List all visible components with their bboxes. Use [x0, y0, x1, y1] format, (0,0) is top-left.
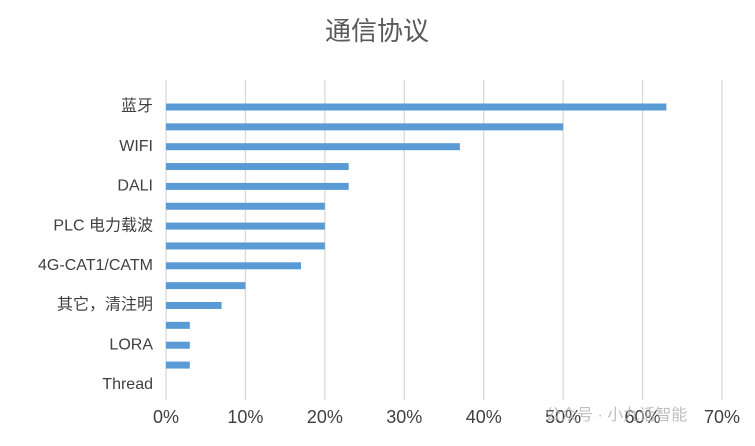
- bar: [166, 361, 190, 369]
- watermark: 公众号 · 小九话智能: [545, 406, 687, 424]
- bar: [166, 123, 564, 131]
- bar: [166, 182, 349, 190]
- bar: [166, 321, 190, 329]
- bar: [166, 262, 302, 270]
- y-tick-label: Thread: [102, 376, 153, 393]
- y-tick-label: 蓝牙: [121, 97, 153, 115]
- bar: [166, 302, 222, 309]
- x-tick-label: 10%: [227, 407, 263, 427]
- bar: [166, 103, 667, 111]
- chart-title: 通信协议: [325, 16, 429, 46]
- bar: [166, 222, 325, 230]
- y-tick-label: WIFI: [119, 138, 153, 155]
- y-tick-label: 其它，清注明: [57, 296, 153, 314]
- x-tick-label: 60%: [625, 407, 661, 427]
- bar: [166, 341, 190, 349]
- x-tick-label: 20%: [307, 407, 343, 427]
- bar: [166, 282, 246, 290]
- y-tick-label: PLC 电力载波: [53, 216, 153, 234]
- bar: [166, 202, 325, 210]
- bar: [166, 143, 460, 151]
- x-tick-label: 40%: [466, 407, 502, 427]
- x-tick-label: 0%: [153, 407, 179, 427]
- y-tick-label: 4G-CAT1/CATM: [38, 257, 153, 274]
- y-tick-label: DALI: [117, 178, 153, 195]
- bar: [166, 163, 349, 171]
- x-tick-label: 30%: [386, 407, 422, 427]
- x-tick-label: 50%: [545, 407, 581, 427]
- x-tick-label: 70%: [704, 407, 740, 427]
- bar: [166, 242, 325, 250]
- y-tick-label: LORA: [109, 336, 153, 353]
